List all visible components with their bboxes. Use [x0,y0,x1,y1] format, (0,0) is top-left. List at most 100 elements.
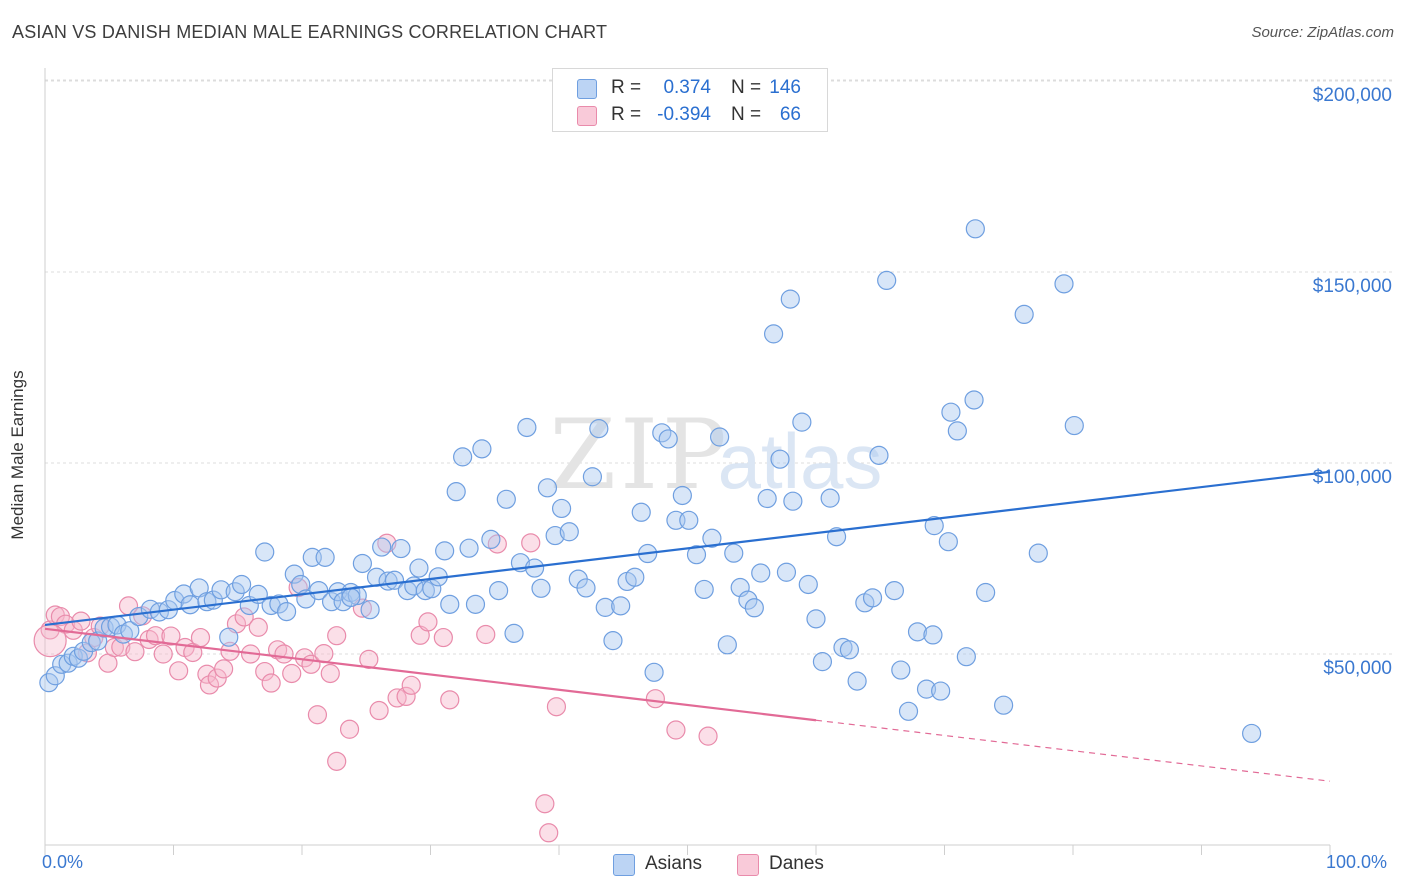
legend-label-danes: Danes [769,853,824,874]
asians-point [255,542,275,562]
asians-point [459,538,479,558]
danes-point [274,644,294,664]
legend-r-value: 0.374 [663,77,711,98]
asians-point [686,545,707,565]
asians-point [658,429,678,449]
asians-point [947,421,967,441]
danes-point [666,720,686,740]
asians-trend-line [44,470,1331,627]
asians-point [907,622,928,642]
asians-point [391,538,411,559]
danes-point [359,649,379,669]
asians-point [625,567,645,587]
asians-point [976,582,996,603]
asians-point [1064,415,1084,436]
danes-point [369,700,389,721]
asians-point [862,588,883,608]
asians-point [269,594,289,614]
danes-point [339,719,360,739]
asians-point [440,594,460,614]
danes-trend-extension [815,719,1331,782]
chart-title: ASIAN VS DANISH MEDIAN MALE EARNINGS COR… [12,22,608,42]
danes-point [153,644,173,664]
asians-point [757,488,777,509]
asians-point [225,582,245,602]
asians-point [232,574,252,595]
source-label: Source: ZipAtlas.com [1251,24,1394,41]
asians-point [994,695,1014,715]
danes-point [161,626,181,646]
legend-n-label: N = [731,104,762,125]
danes-point [314,644,334,664]
grid-lines [45,79,1395,655]
danes-point [282,663,302,684]
y-tick-200000: $200,000 [1312,85,1392,106]
asians-point [964,390,984,410]
watermark: ZIP atlas [549,399,882,511]
asians-point [898,701,919,721]
asians-point [321,592,342,612]
legend-n-label: N = [731,77,762,98]
asians-point [1054,274,1074,294]
asians-point [52,654,72,674]
asians-point [453,447,473,467]
asians-point [672,485,692,506]
asians-point [744,598,764,618]
danes-point [440,690,460,710]
asians-point [446,482,466,502]
asians-point [576,578,596,598]
asians-point [923,625,943,645]
danes-points [33,533,718,843]
asians-point [924,516,944,536]
asians-point [531,578,551,598]
asians-point [812,652,833,672]
danes-point [327,626,347,646]
asians-point [409,558,429,578]
x-tick-max: 100.0% [1326,852,1388,872]
series-legend: Asians Danes [0,852,1406,878]
asians-point [517,417,537,438]
asians-point [465,594,486,614]
asians-point [724,543,744,563]
danes-point [255,661,275,682]
asians-point [780,289,800,309]
asians-point [679,510,699,530]
legend-r-value: -0.394 [657,104,711,125]
watermark-atlas: atlas [718,417,883,505]
asians-point [496,489,516,509]
asians-point [352,553,372,574]
asians-point [1028,543,1048,563]
asians-point [595,597,615,617]
asians-point [504,623,524,643]
danes-point [248,617,268,637]
danes-point [307,705,328,725]
asians-point [589,419,609,439]
asians-point [435,541,455,561]
danes-point [546,697,567,717]
legend-r-label: R = [611,77,642,98]
legend-label-asians: Asians [645,853,703,874]
asians-point [276,601,297,622]
asians-point [839,640,860,660]
asians-point [916,679,937,699]
y-tick-100000: $100,000 [1312,467,1392,488]
asians-point [582,467,603,487]
asians-point [284,564,304,584]
asians-point [472,439,492,459]
danes-trend-line [44,627,817,722]
asians-point [792,412,812,432]
asians-point [559,522,579,542]
asians-point [551,498,572,519]
danes-point [433,627,453,648]
asians-point [45,666,65,686]
asians-point [631,502,651,522]
asians-point [603,631,623,651]
danes-point [169,661,189,681]
x-tick-min: 0.0% [42,852,84,872]
asians-point [341,587,361,608]
asians-point [847,671,867,691]
asians-point [751,563,771,583]
asians-point [694,579,714,600]
legend-swatch-danes [577,106,597,126]
asians-point [941,402,961,422]
